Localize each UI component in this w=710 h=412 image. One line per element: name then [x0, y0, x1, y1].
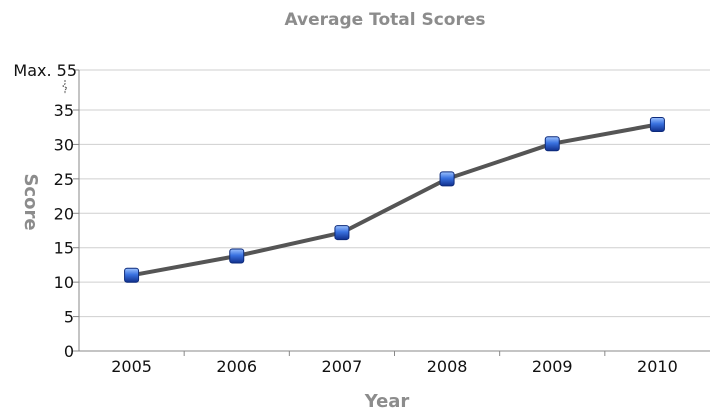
gridlines [79, 69, 710, 318]
data-point [649, 116, 665, 132]
x-tick-label: 2007 [322, 357, 363, 376]
chart-title: Average Total Scores [284, 10, 485, 30]
x-tick-label: 2005 [111, 357, 152, 376]
y-tick-label: 35 [54, 101, 74, 120]
x-tick-label: 2008 [427, 357, 468, 376]
data-point [124, 267, 140, 283]
y-tick-label: 25 [54, 170, 74, 189]
data-point [544, 136, 560, 152]
y-tick-label: 0 [64, 342, 74, 361]
axes [62, 69, 710, 356]
y-axis-tick-labels: 0 5 10 15 20 25 30 35 Max. 55 [13, 61, 77, 361]
x-tick-label: 2009 [532, 357, 573, 376]
data-point [229, 248, 245, 264]
y-tick-label: 20 [54, 204, 74, 223]
series-line [129, 122, 660, 278]
data-point [334, 225, 350, 241]
x-axis-tick-labels: 2005 2006 2007 2008 2009 2010 [111, 357, 678, 376]
series [124, 116, 665, 283]
y-tick-label: 30 [54, 135, 74, 154]
data-point [439, 171, 455, 187]
x-tick-label: 2010 [637, 357, 678, 376]
y-tick-label: 5 [64, 308, 74, 327]
axis-break-mark [62, 80, 68, 94]
x-tick-label: 2006 [216, 357, 257, 376]
y-tick-label: 10 [54, 273, 74, 292]
x-axis-title: Year [364, 391, 410, 412]
y-axis-title: Score [20, 173, 41, 230]
y-tick-label-max: Max. 55 [13, 61, 77, 80]
y-tick-label: 15 [54, 239, 74, 258]
